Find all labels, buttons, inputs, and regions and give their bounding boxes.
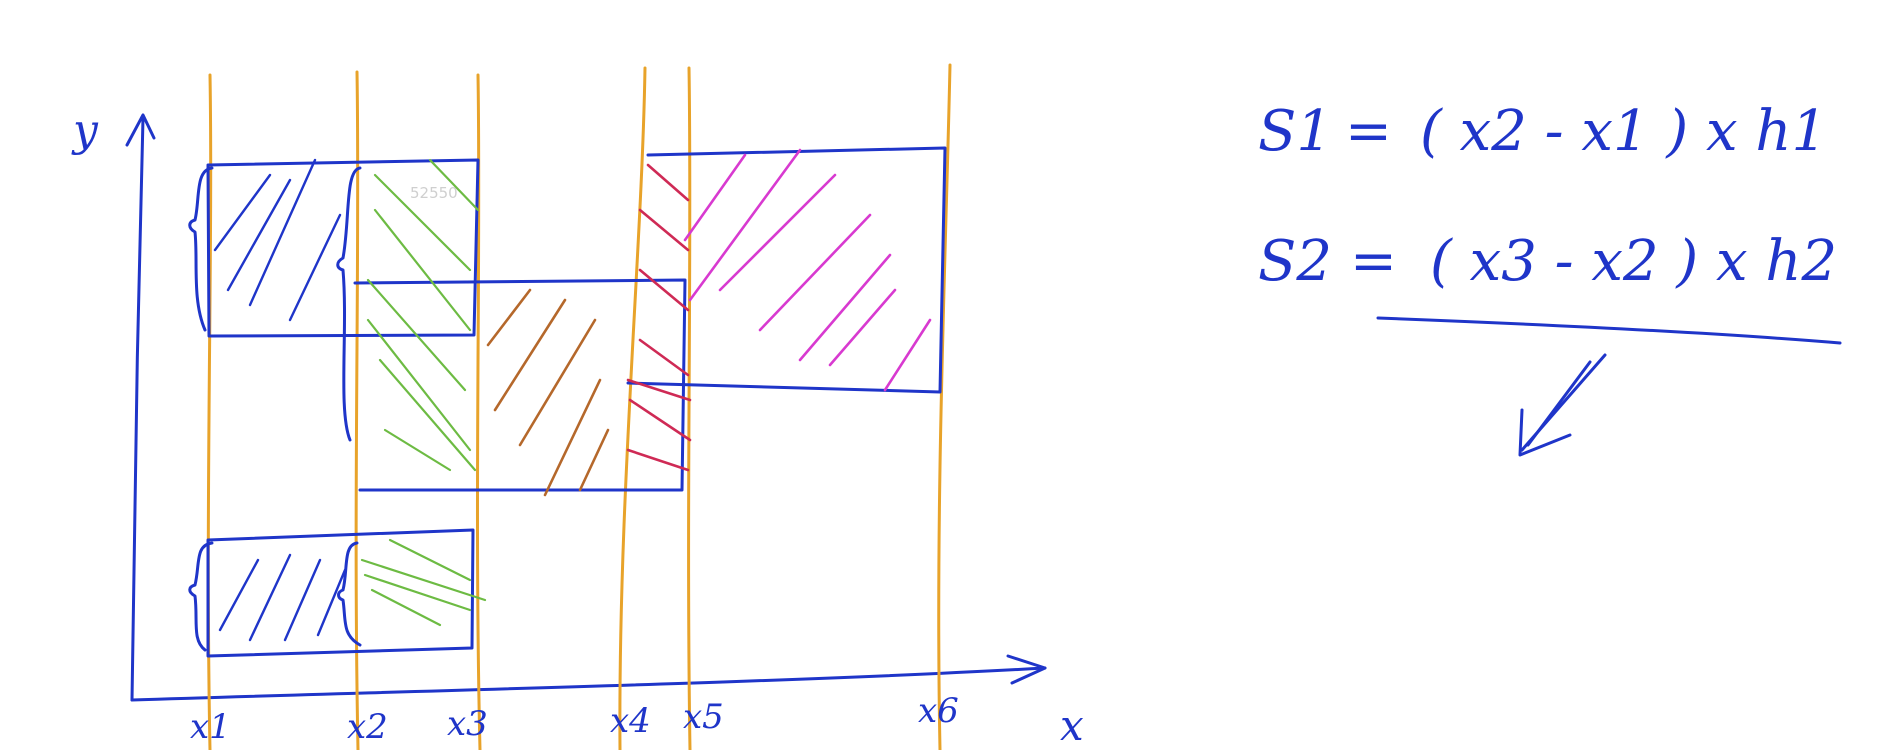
brace-marks	[188, 166, 362, 652]
orange-vertical-lines	[206, 63, 952, 750]
hatch-navy	[213, 158, 347, 642]
tick-label-x3: x3	[447, 704, 488, 744]
tick-label-x4: x4	[610, 701, 651, 741]
rect-upper-right	[626, 146, 947, 394]
x-axis	[130, 654, 1047, 702]
hatch-red	[626, 163, 692, 472]
rect-upper-left	[206, 158, 480, 338]
hatch-magenta	[683, 148, 932, 392]
equation-s1-eq: =	[1345, 99, 1392, 164]
equation-s1: S1 = ( x2 - x1 ) x h1	[1258, 99, 1827, 164]
rect-lower-left	[206, 528, 475, 658]
y-axis	[125, 113, 156, 702]
y-axis-label: y	[71, 105, 99, 156]
tick-label-x6: x6	[918, 691, 959, 731]
equation-s2-eq: =	[1350, 229, 1397, 294]
equation-s2-lhs: S2	[1258, 229, 1332, 294]
equation-underline	[1376, 316, 1842, 345]
tick-label-x2: x2	[347, 707, 388, 747]
watermark-text: 52550	[410, 184, 458, 202]
tick-label-x1: x1	[190, 707, 231, 747]
x-axis-label: x	[1060, 701, 1084, 750]
tick-label-x5: x5	[683, 697, 724, 737]
hatch-green	[360, 158, 487, 627]
down-arrow	[1518, 353, 1607, 457]
equation-s2-rhs: ( x3 - x2 ) x h2	[1430, 229, 1837, 294]
equation-s1-rhs: ( x2 - x1 ) x h1	[1420, 99, 1827, 164]
equation-s1-lhs: S1	[1258, 99, 1332, 164]
hatch-brown	[486, 288, 610, 497]
equation-s2: S2 = ( x3 - x2 ) x h2	[1258, 229, 1837, 294]
